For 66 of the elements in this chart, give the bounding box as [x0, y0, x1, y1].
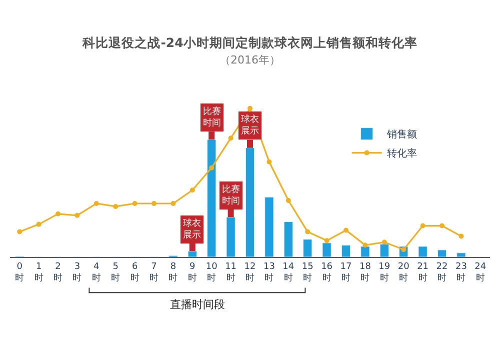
bar	[418, 246, 428, 257]
point	[362, 242, 368, 248]
text: 直播时间段	[170, 298, 225, 311]
bar	[341, 245, 351, 257]
x-tick-label: 5时	[111, 262, 120, 284]
point	[228, 136, 234, 141]
bar	[360, 246, 370, 257]
x-tick-label: 14时	[282, 262, 294, 284]
annotation: 球衣展示	[183, 218, 201, 241]
legend-label: 销售额	[386, 128, 417, 141]
x-tick-label: 6时	[130, 262, 140, 284]
x-tick-label: 21时	[417, 262, 429, 284]
point	[266, 159, 272, 164]
annotation: 比赛时间	[203, 106, 221, 129]
chart-title: 科比退役之战-24小时期间定制款球衣网上销售额和转化率	[82, 35, 418, 50]
point	[36, 222, 42, 227]
point	[74, 212, 80, 218]
x-tick-label: 11时	[225, 262, 237, 284]
annotation: 球衣展示	[241, 114, 259, 137]
point	[17, 229, 22, 234]
bar	[303, 239, 312, 257]
x-tick-label: 22时	[436, 262, 448, 284]
point	[324, 238, 330, 244]
x-tick-label: 8时	[168, 262, 178, 284]
point	[152, 201, 156, 206]
legend-label: 转化率	[386, 148, 417, 160]
point	[113, 204, 118, 209]
point	[94, 201, 99, 206]
point	[305, 229, 310, 234]
point	[170, 201, 176, 206]
bar	[264, 196, 274, 257]
x-tick-label: 3时	[72, 262, 82, 284]
bar	[284, 222, 293, 257]
x-tick-label: 13时	[263, 262, 275, 284]
point	[190, 188, 195, 193]
x-tick-label: 17时	[340, 262, 352, 284]
x-tick-label: 0时	[15, 262, 24, 284]
point	[344, 228, 348, 233]
bar	[322, 242, 332, 257]
point	[286, 198, 291, 204]
x-tick-label: 16时	[321, 262, 333, 284]
x-tick-label: 10时	[206, 262, 218, 284]
x-tick-label: 12时	[244, 262, 256, 284]
point	[382, 240, 387, 245]
x-tick-label: 24时	[474, 262, 486, 284]
point	[209, 165, 214, 170]
bar	[380, 244, 389, 257]
x-tick-label: 23时	[455, 262, 467, 284]
x-tick-label: 7时	[150, 262, 158, 284]
bar	[456, 252, 466, 257]
x-tick-label: 19时	[378, 262, 390, 284]
x-tick-label: 15时	[302, 262, 314, 284]
x-tick-label: 4时	[92, 262, 101, 284]
point	[440, 223, 444, 228]
x-tick-label: 2时	[54, 262, 62, 284]
chart-subtitle: （2016年）	[220, 53, 280, 66]
x-tick-label: 20时	[398, 262, 410, 284]
annotation: 比赛时间	[222, 184, 240, 207]
x-tick-label: 9时	[188, 262, 197, 284]
bar	[437, 250, 447, 257]
point	[458, 234, 464, 239]
x-tick-label: 1时	[34, 262, 44, 284]
point	[420, 223, 426, 228]
x-tick-label: 18时	[359, 262, 372, 284]
point	[56, 211, 60, 216]
point	[132, 201, 138, 206]
